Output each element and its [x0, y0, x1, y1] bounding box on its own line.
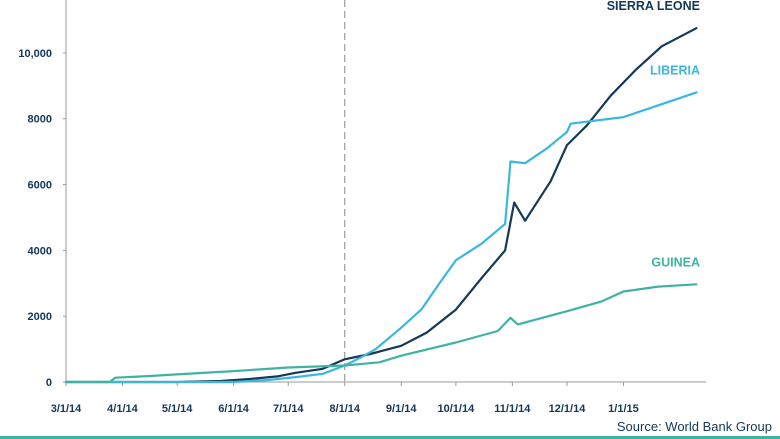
series-label-guinea: GUINEA	[651, 255, 700, 269]
y-tick-label: 10,000	[18, 48, 52, 60]
series-line-guinea	[64, 283, 698, 384]
bottom-accent-bar	[0, 436, 780, 439]
y-tick-label: 0	[46, 377, 52, 389]
series-line-liberia	[64, 91, 698, 384]
y-tick-label: 4000	[28, 245, 52, 257]
series-line-sierra-leone	[64, 27, 698, 384]
x-tick-label: 5/1/14	[162, 403, 193, 415]
x-tick-label: 9/1/14	[386, 403, 417, 415]
y-tick-label: 2000	[28, 311, 52, 323]
x-tick-label: 11/1/14	[494, 403, 531, 415]
series-label-sierra-leone: SIERRA LEONE	[607, 0, 700, 13]
series-label-liberia: LIBERIA	[650, 63, 700, 77]
x-tick-label: 4/1/14	[107, 403, 138, 415]
y-tick-label: 8000	[28, 114, 52, 126]
x-tick-label: 12/1/14	[549, 403, 587, 415]
source-note: Source: World Bank Group	[617, 419, 772, 434]
x-tick-label: 7/1/14	[273, 403, 304, 415]
x-tick-label: 1/1/15	[608, 403, 639, 415]
y-tick-label: 6000	[28, 180, 52, 192]
x-tick-label: 10/1/14	[438, 403, 476, 415]
x-tick-label: 3/1/14	[51, 403, 82, 415]
x-tick-label: 6/1/14	[218, 403, 249, 415]
x-tick-label: 8/1/14	[329, 403, 360, 415]
